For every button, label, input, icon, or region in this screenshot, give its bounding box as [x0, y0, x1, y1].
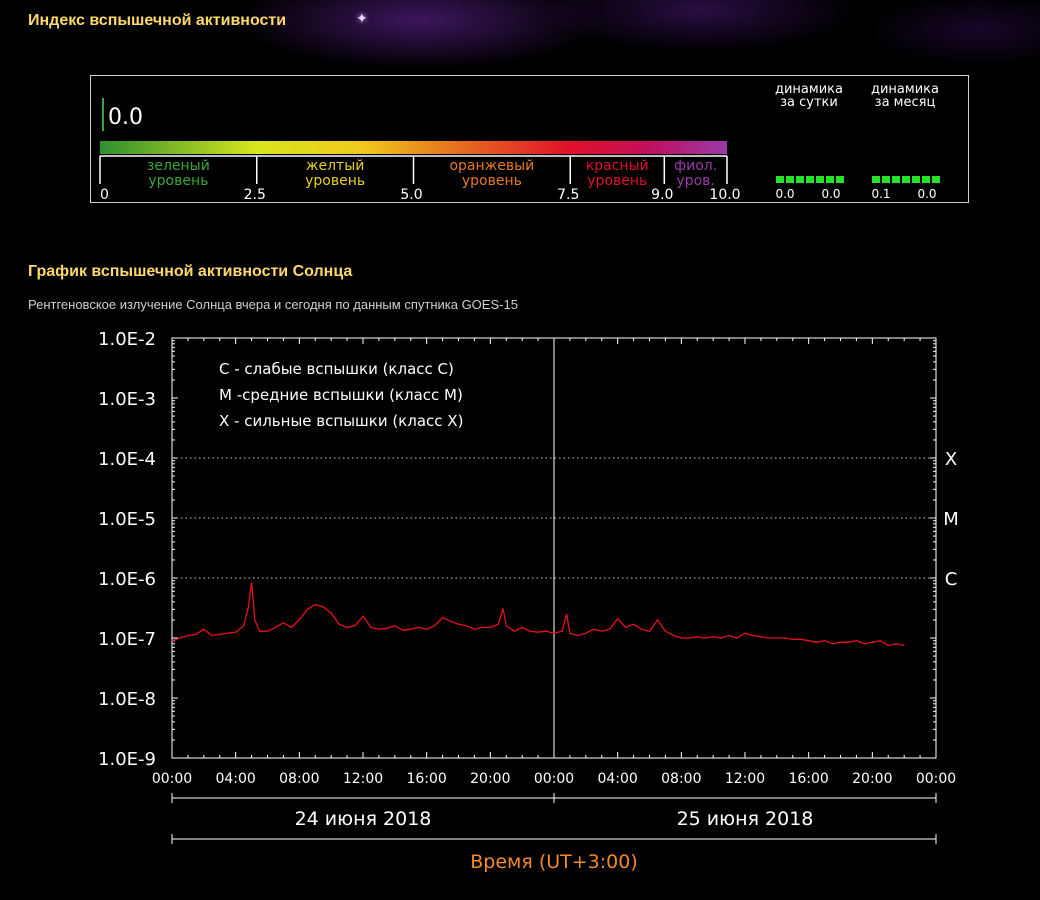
- dynamics-label: динамика за сутки: [775, 82, 843, 110]
- chart-subtitle: Рентгеновское излучение Солнца вчера и с…: [28, 297, 518, 312]
- dynamics-value: 0.1: [871, 187, 890, 201]
- dynamics-bar: [836, 176, 844, 183]
- level-label: желтый уровень: [305, 158, 365, 189]
- scale-tick-label: 9.0: [651, 187, 673, 202]
- dynamics-bar: [932, 176, 940, 183]
- scale-tick-label: 7.5: [557, 187, 579, 202]
- x-tick-label: 12:00: [725, 771, 765, 787]
- y-tick-label: 1.0E-4: [98, 449, 156, 470]
- x-axis-label: Время (UT+3:00): [470, 851, 638, 873]
- x-tick-label: 00:00: [916, 771, 956, 787]
- dynamics-bar: [816, 176, 824, 183]
- threshold-label: X: [945, 449, 957, 470]
- dynamics-bar: [902, 176, 910, 183]
- date-label: 24 июня 2018: [295, 808, 432, 830]
- x-tick-label: 12:00: [343, 771, 383, 787]
- x-tick-label: 08:00: [279, 771, 319, 787]
- legend-entry: X - сильные вспышки (класс X): [219, 412, 463, 430]
- y-tick-label: 1.0E-2: [98, 329, 156, 350]
- level-label: зеленый уровень: [147, 158, 210, 189]
- dynamics-value: 0.0: [821, 187, 840, 201]
- x-tick-label: 16:00: [406, 771, 446, 787]
- scale-tick-label: 10.0: [709, 187, 740, 202]
- x-tick-label: 04:00: [215, 771, 255, 787]
- x-tick-label: 00:00: [534, 771, 574, 787]
- dynamics-value: 0.0: [917, 187, 936, 201]
- index-color-scale: [100, 141, 727, 154]
- legend-entry: M -средние вспышки (класс M): [219, 386, 463, 404]
- flux-series-line: [171, 582, 905, 647]
- dynamics-bar: [796, 176, 804, 183]
- scale-tick-label: 2.5: [244, 187, 266, 202]
- dynamics-bar: [882, 176, 890, 183]
- scale-tick-label: 5.0: [400, 187, 422, 202]
- dynamics-bar: [806, 176, 814, 183]
- level-labels: зеленый уровень желтый уровень оранжевый уров…: [99, 155, 728, 189]
- dynamics-label: динамика за месяц: [871, 82, 939, 110]
- dynamics-bar: [872, 176, 880, 183]
- x-tick-label: 04:00: [597, 771, 637, 787]
- level-label: оранжевый уровень: [449, 158, 534, 189]
- flare-index-panel: 0.0 зеленый уровень желтый уровень оранжевый…: [90, 75, 969, 203]
- threshold-label: C: [945, 569, 958, 590]
- y-tick-label: 1.0E-5: [98, 509, 156, 530]
- dynamics-bar: [922, 176, 930, 183]
- index-section-title: Индекс вспышечной активности: [28, 12, 287, 29]
- sparkle-icon: ✦: [356, 10, 368, 26]
- legend-entry: C - слабые вспышки (класс C): [219, 360, 454, 378]
- y-tick-label: 1.0E-8: [98, 689, 156, 710]
- x-tick-label: 20:00: [470, 771, 510, 787]
- dynamics-bar: [826, 176, 834, 183]
- dynamics-value: 0.0: [775, 187, 794, 201]
- dynamics-bar: [892, 176, 900, 183]
- y-tick-label: 1.0E-3: [98, 389, 156, 410]
- x-tick-label: 16:00: [788, 771, 828, 787]
- x-tick-label: 20:00: [852, 771, 892, 787]
- level-label: фиол. уров.: [674, 158, 717, 189]
- y-tick-label: 1.0E-9: [98, 749, 156, 770]
- y-tick-label: 1.0E-6: [98, 569, 156, 590]
- scale-ticks: 0 2.5 5.0 7.5 9.0 10.0: [100, 187, 741, 203]
- level-label: красный уровень: [586, 158, 649, 189]
- xray-flux-chart-svg: 1.0E-2 1.0E-3 1.0E-4 1.0E-5 1.0E-6 1.0E-7 1.0E…: [98, 329, 959, 873]
- dynamics-widgets: динамика за сутки 0.0 0.0 динамика за месяц 0.…: [775, 82, 940, 201]
- date-label: 25 июня 2018: [677, 808, 814, 830]
- threshold-label: M: [943, 509, 959, 530]
- dynamics-bar: [912, 176, 920, 183]
- xray-flux-chart: 1.0E-2 1.0E-3 1.0E-4 1.0E-5 1.0E-6 1.0E-7 1.0E…: [0, 325, 1040, 895]
- dynamics-bar: [786, 176, 794, 183]
- scale-tick-label: 0: [100, 187, 109, 202]
- x-tick-label: 08:00: [661, 771, 701, 787]
- dynamics-bar: [776, 176, 784, 183]
- y-tick-label: 1.0E-7: [98, 629, 156, 650]
- x-tick-label: 00:00: [152, 771, 192, 787]
- flare-index-graphic: 0.0 зеленый уровень желтый уровень оранжевый…: [99, 82, 940, 203]
- current-index-value: 0.0: [108, 105, 143, 130]
- chart-section-title: График вспышечной активности Солнца: [28, 263, 353, 280]
